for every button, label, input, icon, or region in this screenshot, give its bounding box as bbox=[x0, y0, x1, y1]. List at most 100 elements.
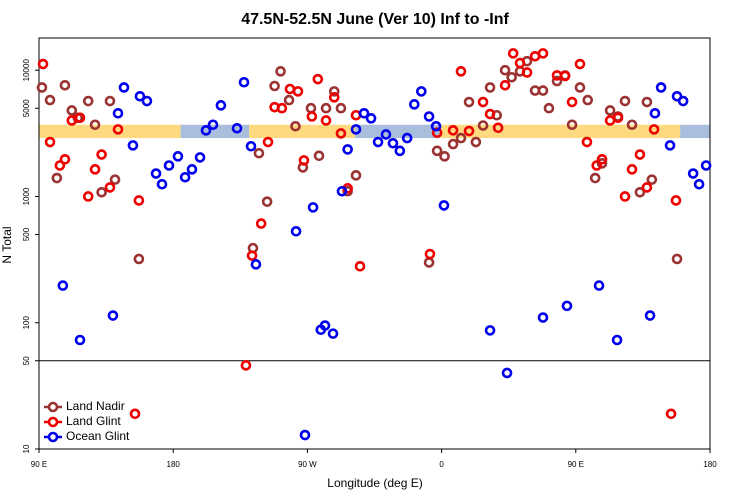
point bbox=[358, 107, 370, 119]
point bbox=[596, 154, 608, 165]
point bbox=[655, 82, 667, 93]
point bbox=[36, 82, 48, 93]
band-segment bbox=[680, 124, 710, 139]
y-tick-label: 1000 bbox=[22, 187, 31, 205]
point bbox=[179, 171, 191, 183]
point bbox=[96, 149, 107, 160]
point bbox=[335, 128, 347, 139]
point bbox=[687, 168, 699, 179]
point bbox=[670, 195, 682, 206]
point bbox=[82, 95, 94, 107]
point bbox=[231, 122, 243, 134]
point bbox=[109, 174, 121, 185]
x-tick-label: 90 W bbox=[298, 460, 317, 469]
point bbox=[394, 145, 406, 157]
point bbox=[44, 136, 56, 148]
point bbox=[319, 320, 331, 331]
point bbox=[604, 105, 616, 116]
point bbox=[246, 250, 258, 261]
point bbox=[409, 99, 420, 110]
point bbox=[581, 136, 593, 148]
point bbox=[276, 102, 288, 114]
x-tick-label: 0 bbox=[439, 460, 444, 469]
point bbox=[283, 94, 295, 106]
point bbox=[365, 113, 377, 124]
point bbox=[521, 67, 533, 78]
point bbox=[54, 160, 66, 171]
point bbox=[238, 76, 250, 88]
point bbox=[430, 120, 442, 132]
point bbox=[89, 119, 101, 131]
point bbox=[561, 300, 573, 312]
point bbox=[255, 218, 267, 229]
point bbox=[387, 137, 399, 149]
point bbox=[693, 178, 705, 190]
legend-label: Land Glint bbox=[66, 414, 121, 428]
point bbox=[134, 90, 146, 102]
point bbox=[611, 334, 623, 346]
band-segment bbox=[249, 124, 356, 139]
point bbox=[596, 158, 608, 169]
point bbox=[305, 102, 317, 114]
point bbox=[593, 280, 605, 291]
point bbox=[290, 225, 302, 237]
point bbox=[298, 155, 310, 166]
point bbox=[112, 124, 124, 135]
point bbox=[574, 82, 586, 93]
point bbox=[506, 71, 517, 83]
point bbox=[401, 132, 413, 144]
point bbox=[447, 125, 459, 136]
point bbox=[156, 178, 168, 190]
point bbox=[582, 94, 594, 106]
y-tick-label: 100 bbox=[22, 316, 31, 330]
x-tick-label: 90 E bbox=[568, 460, 584, 469]
legend-marker bbox=[47, 431, 59, 443]
band-segment bbox=[39, 124, 181, 139]
point bbox=[112, 107, 124, 119]
y-axis-label: N Total bbox=[0, 226, 14, 263]
y-tick-label: 10 bbox=[22, 444, 31, 453]
point bbox=[537, 48, 549, 59]
point bbox=[484, 108, 496, 120]
point bbox=[328, 92, 340, 103]
point bbox=[543, 102, 555, 114]
point bbox=[648, 124, 660, 135]
point bbox=[644, 310, 656, 321]
point bbox=[423, 257, 435, 268]
band-segment bbox=[440, 124, 681, 139]
point bbox=[537, 312, 549, 323]
point bbox=[342, 144, 353, 155]
point bbox=[514, 57, 526, 69]
point bbox=[269, 80, 280, 92]
point bbox=[306, 111, 318, 122]
point bbox=[619, 191, 631, 202]
point bbox=[700, 160, 712, 171]
point bbox=[591, 160, 602, 171]
point bbox=[537, 85, 549, 96]
point bbox=[163, 160, 175, 171]
point bbox=[336, 185, 348, 197]
point bbox=[129, 408, 141, 420]
point bbox=[665, 408, 677, 420]
point bbox=[492, 122, 504, 134]
point bbox=[290, 120, 301, 132]
point bbox=[150, 168, 162, 179]
point bbox=[612, 112, 624, 124]
point bbox=[566, 119, 578, 131]
point bbox=[320, 102, 332, 114]
point bbox=[215, 100, 227, 111]
point bbox=[59, 154, 71, 165]
point bbox=[313, 150, 325, 162]
point bbox=[328, 86, 340, 97]
point bbox=[470, 136, 482, 148]
point bbox=[292, 86, 304, 97]
point bbox=[250, 259, 262, 270]
point bbox=[74, 112, 86, 124]
point bbox=[350, 109, 362, 121]
point bbox=[74, 334, 86, 346]
point bbox=[194, 152, 206, 163]
point bbox=[463, 96, 475, 108]
point bbox=[664, 140, 676, 151]
x-tick-label: 180 bbox=[167, 460, 181, 469]
